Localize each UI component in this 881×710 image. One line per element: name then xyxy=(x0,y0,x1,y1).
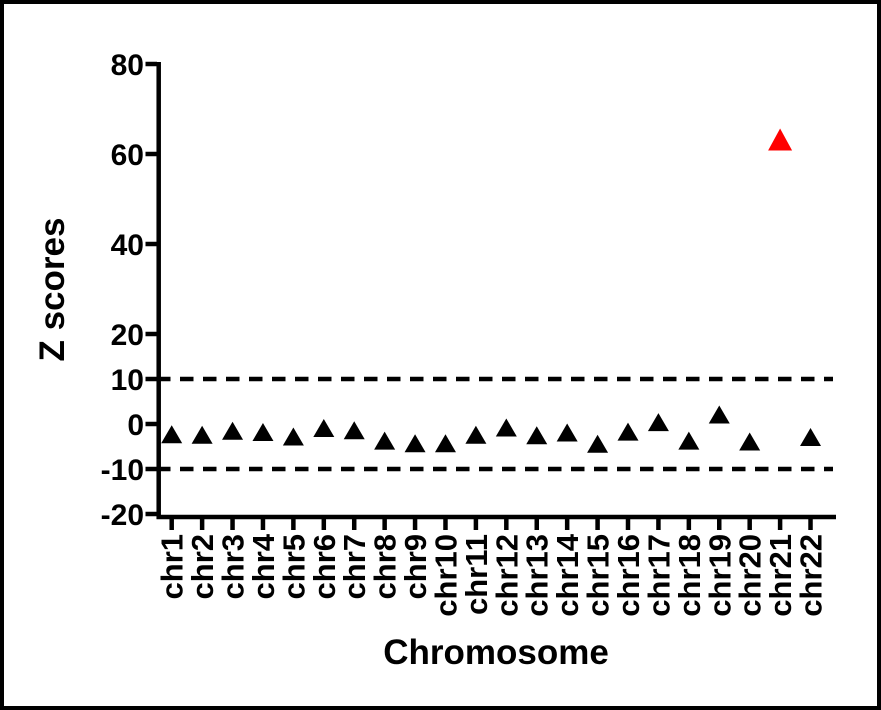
y-axis-title: Z scores xyxy=(33,218,72,362)
x-tick-label-chr19: chr19 xyxy=(702,534,737,617)
data-point-chr10 xyxy=(434,434,456,453)
y-tick-label--20: -20 xyxy=(101,499,144,532)
x-tick-label-chr10: chr10 xyxy=(428,534,463,617)
y-tick-label--10: -10 xyxy=(101,454,144,487)
x-tick-label-chr11: chr11 xyxy=(459,534,494,615)
x-axis-title: Chromosome xyxy=(383,633,609,672)
data-point-chr2 xyxy=(191,425,213,444)
data-point-chr17 xyxy=(647,413,669,432)
data-point-chr22 xyxy=(800,428,822,446)
data-point-chr12 xyxy=(495,418,517,437)
x-tick-label-chr12: chr12 xyxy=(489,534,524,617)
x-tick-label-chr6: chr6 xyxy=(307,534,342,599)
data-point-chr4 xyxy=(252,423,274,442)
data-point-chr19 xyxy=(708,405,730,424)
x-tick-label-chr13: chr13 xyxy=(520,534,555,617)
data-point-chr16 xyxy=(617,422,639,441)
data-point-chr15 xyxy=(587,434,609,453)
data-point-chr21 xyxy=(768,128,793,151)
y-tick-label-80: 80 xyxy=(111,49,144,82)
data-point-chr1 xyxy=(161,425,183,444)
data-point-chr7 xyxy=(343,421,365,440)
y-tick-label-10: 10 xyxy=(111,364,144,397)
data-point-chr20 xyxy=(739,432,761,451)
data-point-chr8 xyxy=(374,431,396,450)
x-tick-label-chr1: chr1 xyxy=(155,534,190,599)
x-tick-label-chr2: chr2 xyxy=(185,534,220,599)
data-point-chr6 xyxy=(313,419,335,437)
y-tick-label-60: 60 xyxy=(111,139,144,172)
data-point-chr11 xyxy=(465,425,487,444)
data-point-chr18 xyxy=(678,431,700,450)
x-tick-label-chr14: chr14 xyxy=(550,533,585,616)
data-point-chr3 xyxy=(222,421,244,440)
x-axis-ticks: chr1chr2chr3chr4chr5chr6chr7chr8chr9chr1… xyxy=(155,517,829,617)
data-point-chr13 xyxy=(526,426,548,445)
axes xyxy=(156,62,836,520)
x-tick-label-chr5: chr5 xyxy=(276,534,311,599)
data-point-chr9 xyxy=(404,434,426,453)
x-tick-label-chr7: chr7 xyxy=(337,534,372,599)
y-tick-label-0: 0 xyxy=(127,409,144,442)
y-tick-label-40: 40 xyxy=(111,229,144,262)
x-tick-label-chr20: chr20 xyxy=(733,534,768,617)
y-axis-ticks: 80 60 40 20 10 0 -10 -20 xyxy=(101,49,157,532)
x-tick-label-chr3: chr3 xyxy=(216,534,251,599)
y-tick-label-20: 20 xyxy=(111,319,144,352)
data-point-chr5 xyxy=(282,427,304,446)
x-tick-label-chr17: chr17 xyxy=(641,534,676,617)
x-tick-label-chr15: chr15 xyxy=(581,534,616,617)
data-point-chr14 xyxy=(556,423,578,442)
threshold-lines xyxy=(157,376,833,472)
x-tick-label-chr22: chr22 xyxy=(794,534,829,617)
x-tick-label-chr9: chr9 xyxy=(398,534,433,599)
x-tick-label-chr21: chr21 xyxy=(763,534,798,617)
data-points xyxy=(161,128,822,453)
x-tick-label-chr4: chr4 xyxy=(246,533,281,599)
x-tick-label-chr18: chr18 xyxy=(672,534,707,617)
x-tick-label-chr8: chr8 xyxy=(368,534,403,599)
x-tick-label-chr16: chr16 xyxy=(611,534,646,617)
